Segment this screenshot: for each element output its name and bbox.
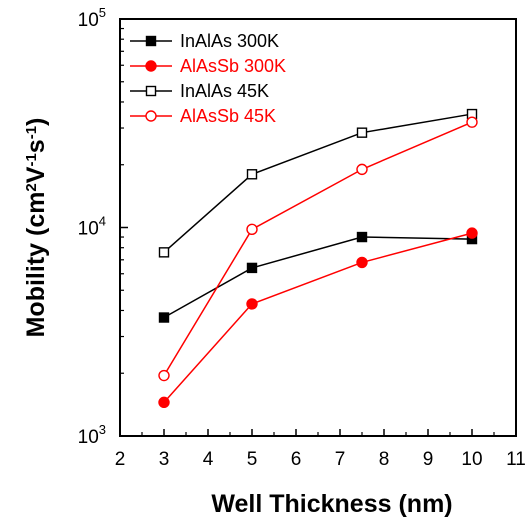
- x-tick-label: 3: [159, 449, 170, 470]
- series-0: [158, 231, 478, 323]
- data-point: [356, 231, 368, 243]
- legend-item: AlAsSb 45K: [130, 106, 276, 126]
- legend-item: InAlAs 45K: [130, 81, 269, 101]
- x-tick-label: 2: [115, 449, 126, 470]
- legend-marker: [145, 35, 157, 47]
- legend-label: InAlAs 45K: [180, 81, 269, 101]
- series-line: [163, 121, 473, 376]
- y-tick-label: 104: [78, 214, 106, 240]
- data-point: [246, 223, 258, 236]
- data-point: [158, 396, 170, 409]
- x-tick-label: 6: [291, 449, 302, 470]
- legend: InAlAs 300K AlAsSb 300K InAlAs 45K AlAsSb 4…: [130, 31, 286, 126]
- series-layer: [158, 108, 478, 409]
- x-tick-label: 10: [461, 449, 482, 470]
- data-point: [466, 227, 478, 239]
- legend-marker: [145, 60, 157, 72]
- x-tick-label: 5: [247, 449, 258, 470]
- data-point: [356, 256, 368, 269]
- series-3: [158, 116, 478, 382]
- legend-label: InAlAs 300K: [180, 31, 279, 51]
- data-point: [158, 247, 170, 258]
- legend-label: AlAsSb 45K: [180, 106, 276, 126]
- y-axis-title: Mobility (cm2V-1s-1): [22, 118, 50, 338]
- x-tick-label: 11: [506, 449, 526, 470]
- x-tick-label: 8: [379, 449, 390, 470]
- legend-label: AlAsSb 300K: [180, 56, 286, 76]
- series-line: [163, 232, 473, 403]
- series-2: [158, 108, 478, 258]
- legend-marker: [145, 85, 157, 97]
- x-axis-title: Well Thickness (nm): [211, 490, 452, 518]
- series-line: [163, 236, 473, 319]
- legend-marker: [145, 110, 157, 122]
- series-line: [163, 113, 473, 253]
- x-axis: 2 3 4 5 6 7 8 9 10 11: [115, 429, 526, 470]
- data-point: [356, 163, 368, 176]
- data-point: [158, 312, 170, 323]
- legend-item: InAlAs 300K: [130, 31, 279, 51]
- x-tick-label: 7: [335, 449, 346, 470]
- data-point: [466, 116, 478, 128]
- y-tick-label: 103: [78, 422, 106, 448]
- x-tick-label: 4: [203, 449, 214, 470]
- data-point: [158, 369, 170, 382]
- y-tick-label: 105: [78, 5, 106, 31]
- x-tick-label: 9: [423, 449, 434, 470]
- legend-item: AlAsSb 300K: [130, 56, 286, 76]
- data-point: [356, 127, 368, 138]
- data-point: [246, 298, 258, 310]
- y-axis: 103 104 105: [78, 5, 128, 448]
- data-point: [246, 262, 258, 274]
- series-1: [158, 227, 478, 409]
- data-point: [246, 169, 258, 180]
